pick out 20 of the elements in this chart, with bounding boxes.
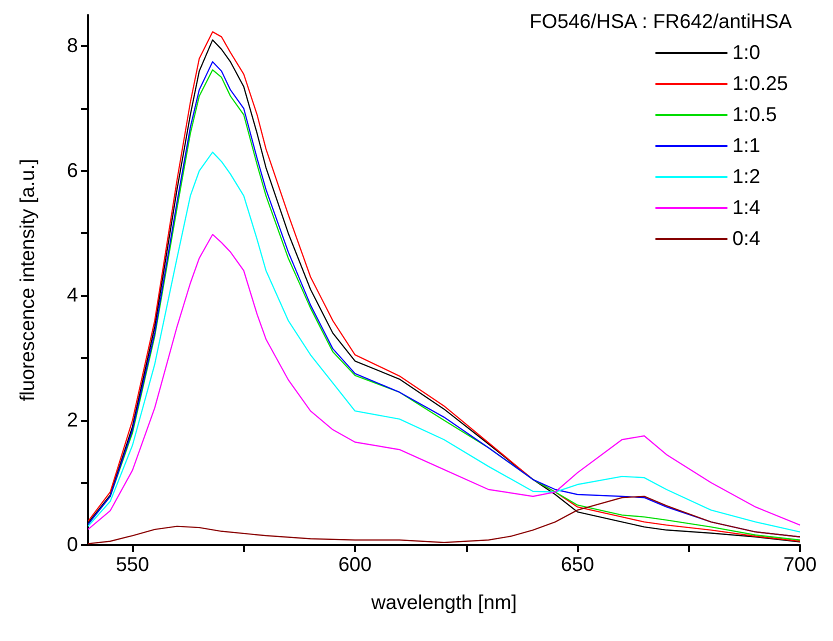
line-series [87, 152, 801, 533]
legend-title: FO546/HSA : FR642/antiHSA [530, 11, 793, 33]
legend-label: 1:4 [732, 197, 760, 219]
legend-label: 1:0.25 [732, 73, 788, 95]
legend-label: 1:0 [732, 42, 760, 64]
y-tick-label: 6 [66, 160, 78, 182]
y-tick-label: 0 [66, 534, 78, 556]
x-tick-label: 650 [560, 554, 594, 576]
x-tick-label: 550 [116, 554, 150, 576]
legend-label: 0:4 [732, 228, 760, 250]
legend-label: 1:0.5 [732, 104, 777, 126]
x-tick-label: 700 [783, 554, 817, 576]
y-tick-label: 8 [66, 35, 78, 58]
legend-label: 1:2 [732, 166, 760, 188]
y-tick-label: 2 [66, 409, 78, 432]
x-tick-label: 600 [338, 554, 372, 576]
y-tick-label: 4 [66, 284, 78, 307]
legend-label: 1:1 [732, 135, 760, 157]
x-axis-title: wavelength [nm] [370, 592, 517, 614]
y-axis-title: fluorescence intensity [a.u.] [17, 158, 39, 402]
